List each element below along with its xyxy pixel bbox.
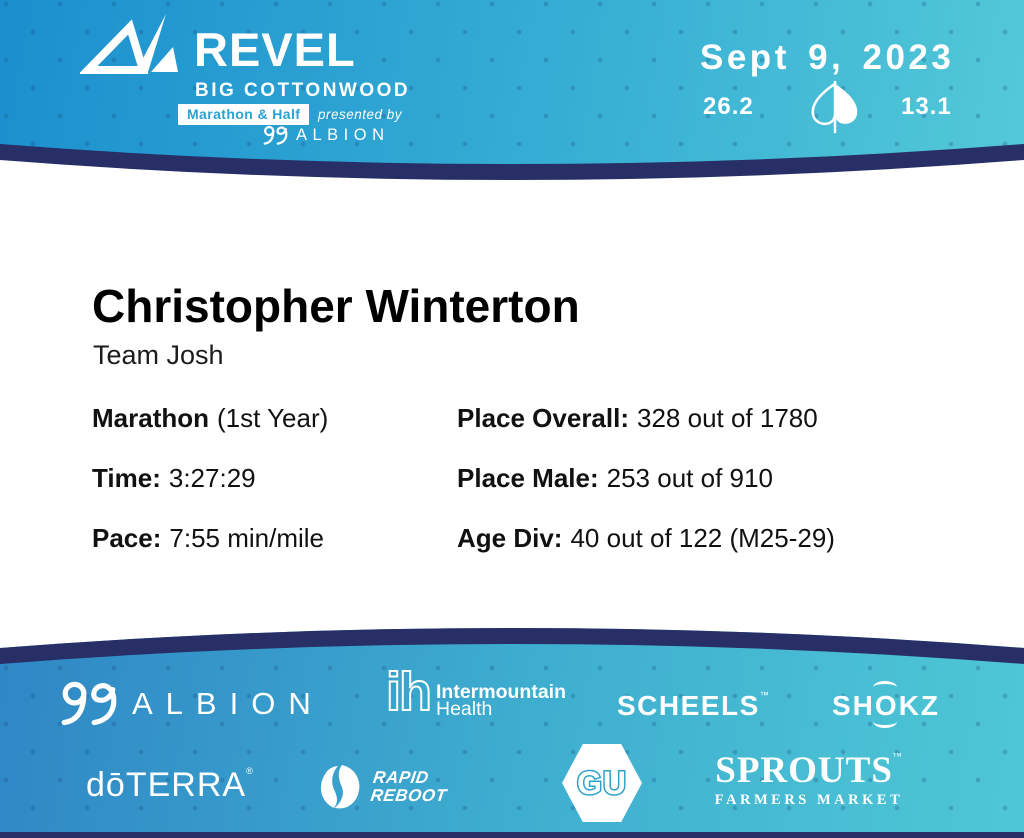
stat-time-value: 3:27:29 [168,463,256,493]
sponsor-gu-label: GU [576,763,628,802]
stat-age-div-value: 40 out of 122 (M25-29) [570,523,835,553]
stat-pace-label: Pace: [92,523,162,553]
bottom-curve-divider [0,608,1024,664]
sponsor-intermountain-label2: Health [436,698,493,720]
albion-monogram-icon [61,681,117,726]
sponsor-albion: ALBION [58,680,324,728]
stat-place-overall-label: Place Overall: [457,403,629,433]
bottom-navy-bar [0,832,1024,838]
doterra-registered-mark: ® [246,766,254,776]
revel-mountain-icon [80,14,178,74]
sponsor-intermountain-label: Intermountain [436,681,566,703]
half-distance: 13.1 [901,93,952,120]
stat-age-div-label: Age Div: [457,523,563,553]
sponsor-sprouts-sublabel: FARMERS MARKET [714,792,904,808]
race-type-badge: Marathon & Half [178,104,310,125]
shokz-soundwave-icon: O [872,681,899,728]
sponsor-sprouts: SPROUTS™ FARMERS MARKET [695,752,923,809]
stat-place-male-value: 253 out of 910 [606,463,773,493]
top-curve-divider [0,144,1024,204]
sponsor-scheels-label: SCHEELS [617,690,760,721]
stat-place-overall-value: 328 out of 1780 [637,403,818,433]
stat-pace-value: 7:55 min/mile [169,523,325,553]
sponsor-doterra: dōTERRA® [86,766,254,805]
sponsor-rapid-reboot: RAPID REBOOT [318,764,448,810]
sponsor-rapid-label2: REBOOT [369,786,448,805]
sponsor-sprouts-label: SPROUTS [715,750,893,791]
albion-monogram-icon [263,125,288,145]
sponsor-scheels: SCHEELS™ [617,690,770,722]
event-date: Sept 9, 2023 [700,38,955,77]
presenter-name: ALBION [296,126,390,144]
intermountain-ih-icon: ih [385,662,433,722]
stat-place-overall: Place Overall: 328 out of 1780 [457,403,818,434]
scheels-trademark: ™ [759,690,771,700]
runner-team: Team Josh [93,340,224,370]
stat-place-male: Place Male: 253 out of 910 [457,463,773,494]
revel-wordmark: REVEL [194,23,356,76]
stat-time: Time: 3:27:29 [92,463,256,494]
rapid-reboot-swirl-icon [320,765,360,809]
header-presenter-logo: ALBION [262,124,390,147]
sponsor-albion-label: ALBION [132,686,324,721]
stat-race-label: Marathon [92,403,209,433]
sponsor-shokz: SHOKZ [832,681,941,728]
stat-time-label: Time: [92,463,161,493]
stat-race-value: (1st Year) [217,403,329,433]
presented-by-label: presented by [318,107,403,122]
stat-place-male-label: Place Male: [457,463,599,493]
event-name: BIG COTTONWOOD [195,80,411,101]
runner-name: Christopher Winterton [92,280,580,332]
sponsor-intermountain: ih Intermountain Health [385,662,566,722]
sponsor-shokz-label2: KZ [898,690,941,721]
stat-age-div: Age Div: 40 out of 122 (M25-29) [457,523,835,554]
sponsor-rapid-label: RAPID [372,768,431,787]
sponsor-shokz-label: SH [832,690,875,721]
stat-race: Marathon (1st Year) [92,403,328,434]
sprouts-trademark: ™ [892,751,903,761]
marathon-distance: 26.2 [703,93,754,120]
stat-pace: Pace: 7:55 min/mile [92,523,324,554]
sponsor-doterra-label: dōTERRA [86,766,247,804]
cottonwood-leaf-icon [811,80,858,134]
